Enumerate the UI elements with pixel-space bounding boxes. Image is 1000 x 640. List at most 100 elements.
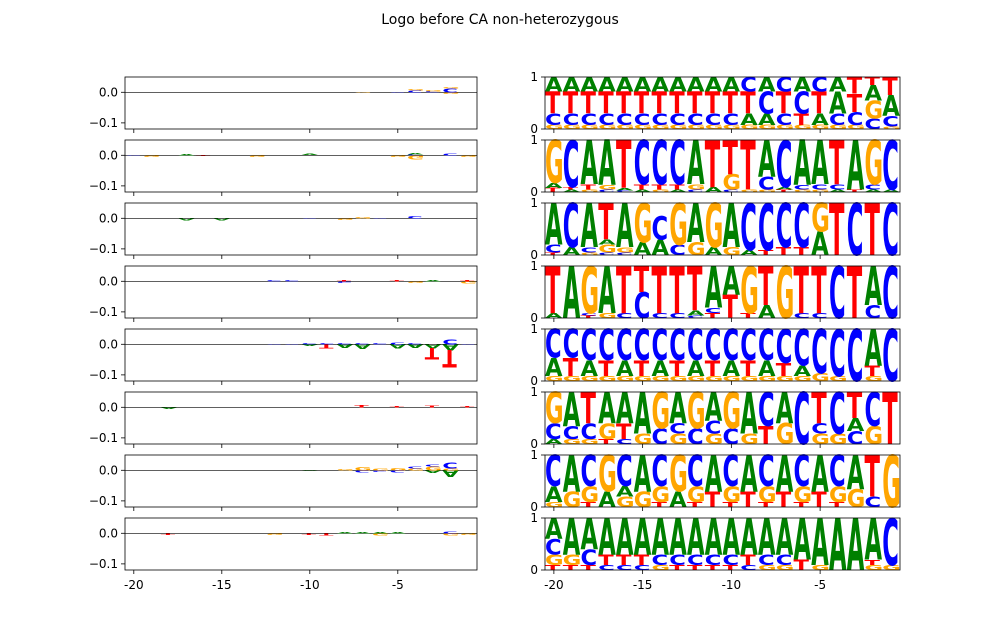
logo-letter: G — [865, 563, 884, 571]
logo-letter: A — [425, 280, 442, 282]
logo-letter: C — [723, 447, 740, 497]
logo-letter: T — [196, 155, 212, 156]
logo-letter: C — [460, 344, 475, 345]
logo-letter: T — [563, 563, 579, 571]
logo-letter: T — [581, 500, 597, 508]
logo-letter: C — [563, 128, 580, 203]
logo-letter: G — [563, 124, 582, 131]
logo-letter: G — [545, 124, 564, 131]
logo-letter: G — [266, 533, 283, 536]
logo-letter: A — [598, 384, 616, 434]
logo-letter: G — [598, 243, 617, 255]
y-tick-label: −0.1 — [89, 368, 118, 382]
logo-letter: A — [634, 509, 652, 567]
logo-letter: A — [740, 509, 758, 567]
logo-letter: C — [407, 90, 422, 93]
logo-letter: C — [372, 342, 387, 345]
logo-letter: T — [319, 343, 334, 349]
logo-letter: G — [723, 483, 742, 507]
logo-letter: C — [545, 420, 562, 444]
logo-letter: G — [460, 281, 477, 285]
logo-letter: A — [178, 154, 195, 156]
logo-letter: A — [563, 509, 581, 567]
logo-letter: G — [811, 563, 830, 571]
logo-letter: G — [758, 124, 777, 131]
frequency-panel: GACGTCGACGTCGACGTCGACGTCGACGTCGACGTCGACG… — [530, 316, 901, 399]
logo-letter: C — [758, 447, 775, 497]
logo-letter: G — [581, 483, 600, 507]
panel-frame — [124, 391, 478, 445]
logo-letter: A — [865, 82, 883, 106]
logo-letter: A — [669, 74, 687, 97]
logo-letter: G — [442, 468, 459, 471]
logo-letter: C — [442, 88, 457, 94]
logo-letter: T — [634, 183, 650, 191]
logo-letter: C — [687, 321, 704, 371]
logo-letter: A — [758, 74, 776, 97]
logo-letter: C — [581, 447, 598, 497]
logo-letter: A — [740, 382, 758, 448]
logo-letter: C — [794, 311, 811, 319]
logo-letter: A — [705, 509, 723, 567]
logo-letter: T — [829, 129, 844, 199]
logo-letter: C — [758, 86, 775, 121]
logo-letter: G — [407, 281, 424, 283]
logo-letter: G — [723, 171, 742, 195]
logo-letter: A — [545, 513, 563, 546]
logo-letter: T — [758, 421, 774, 450]
logo-letter: G — [634, 124, 653, 131]
logo-letter: G — [372, 533, 389, 536]
logo-letter: G — [442, 87, 459, 89]
logo-letter: T — [634, 357, 649, 381]
logo-letter: C — [669, 311, 686, 319]
logo-letter: A — [598, 509, 616, 567]
logo-letter: A — [616, 192, 634, 262]
logo-letter: T — [758, 248, 774, 256]
logo-letter: A — [723, 509, 741, 567]
logo-letter: G — [616, 374, 635, 382]
logo-letter: A — [776, 509, 794, 567]
logo-letter: G — [598, 374, 617, 382]
logo-letter: T — [581, 384, 597, 434]
logo-letter: A — [794, 74, 812, 97]
logo-letter: T — [581, 183, 597, 191]
logo-letter: C — [407, 343, 422, 345]
logo-letter: G — [865, 374, 884, 382]
panel-frame — [124, 517, 478, 571]
logo-letter: A — [705, 185, 723, 193]
logo-letter: C — [372, 218, 387, 219]
logo-letter: A — [598, 238, 616, 246]
logo-letter: C — [723, 321, 740, 371]
logo-letter: C — [829, 447, 846, 497]
logo-letter: T — [354, 404, 369, 408]
attribution-panel: C C TCT GA TG−0.10.0 — [89, 265, 478, 322]
logo-letter: C — [687, 552, 704, 569]
logo-letter: C — [652, 209, 669, 247]
logo-letter: A — [545, 74, 563, 97]
logo-letter: T — [740, 126, 756, 205]
frequency-panel: TGCATGATCACTACTACTAGCATCATCATCATCACTAGCA… — [530, 505, 901, 592]
logo-letter: C — [687, 315, 704, 319]
logo-letter: C — [758, 191, 775, 266]
logo-letter: C — [669, 421, 686, 438]
logo-letter: G — [811, 195, 830, 242]
logo-letter: A — [545, 193, 563, 259]
logo-letter: A — [442, 468, 459, 479]
logo-letter: G — [794, 374, 813, 382]
logo-letter: C — [598, 563, 615, 571]
logo-letter: C — [705, 306, 722, 314]
logo-letter: G — [442, 533, 459, 536]
logo-letter: T — [847, 189, 862, 193]
logo-letter: A — [407, 343, 424, 348]
logo-letter: C — [545, 447, 562, 497]
logo-letter: C — [354, 343, 369, 345]
logo-letter: T — [161, 533, 176, 536]
logo-letter: T — [776, 86, 791, 121]
panel-frame — [124, 139, 478, 193]
y-tick-label: 1 — [530, 259, 538, 273]
logo-letter: C — [652, 129, 669, 199]
logo-letter: A — [302, 344, 319, 346]
logo-letter: A — [372, 532, 389, 534]
panel-frame — [124, 76, 478, 130]
logo-letter: G — [598, 420, 617, 444]
